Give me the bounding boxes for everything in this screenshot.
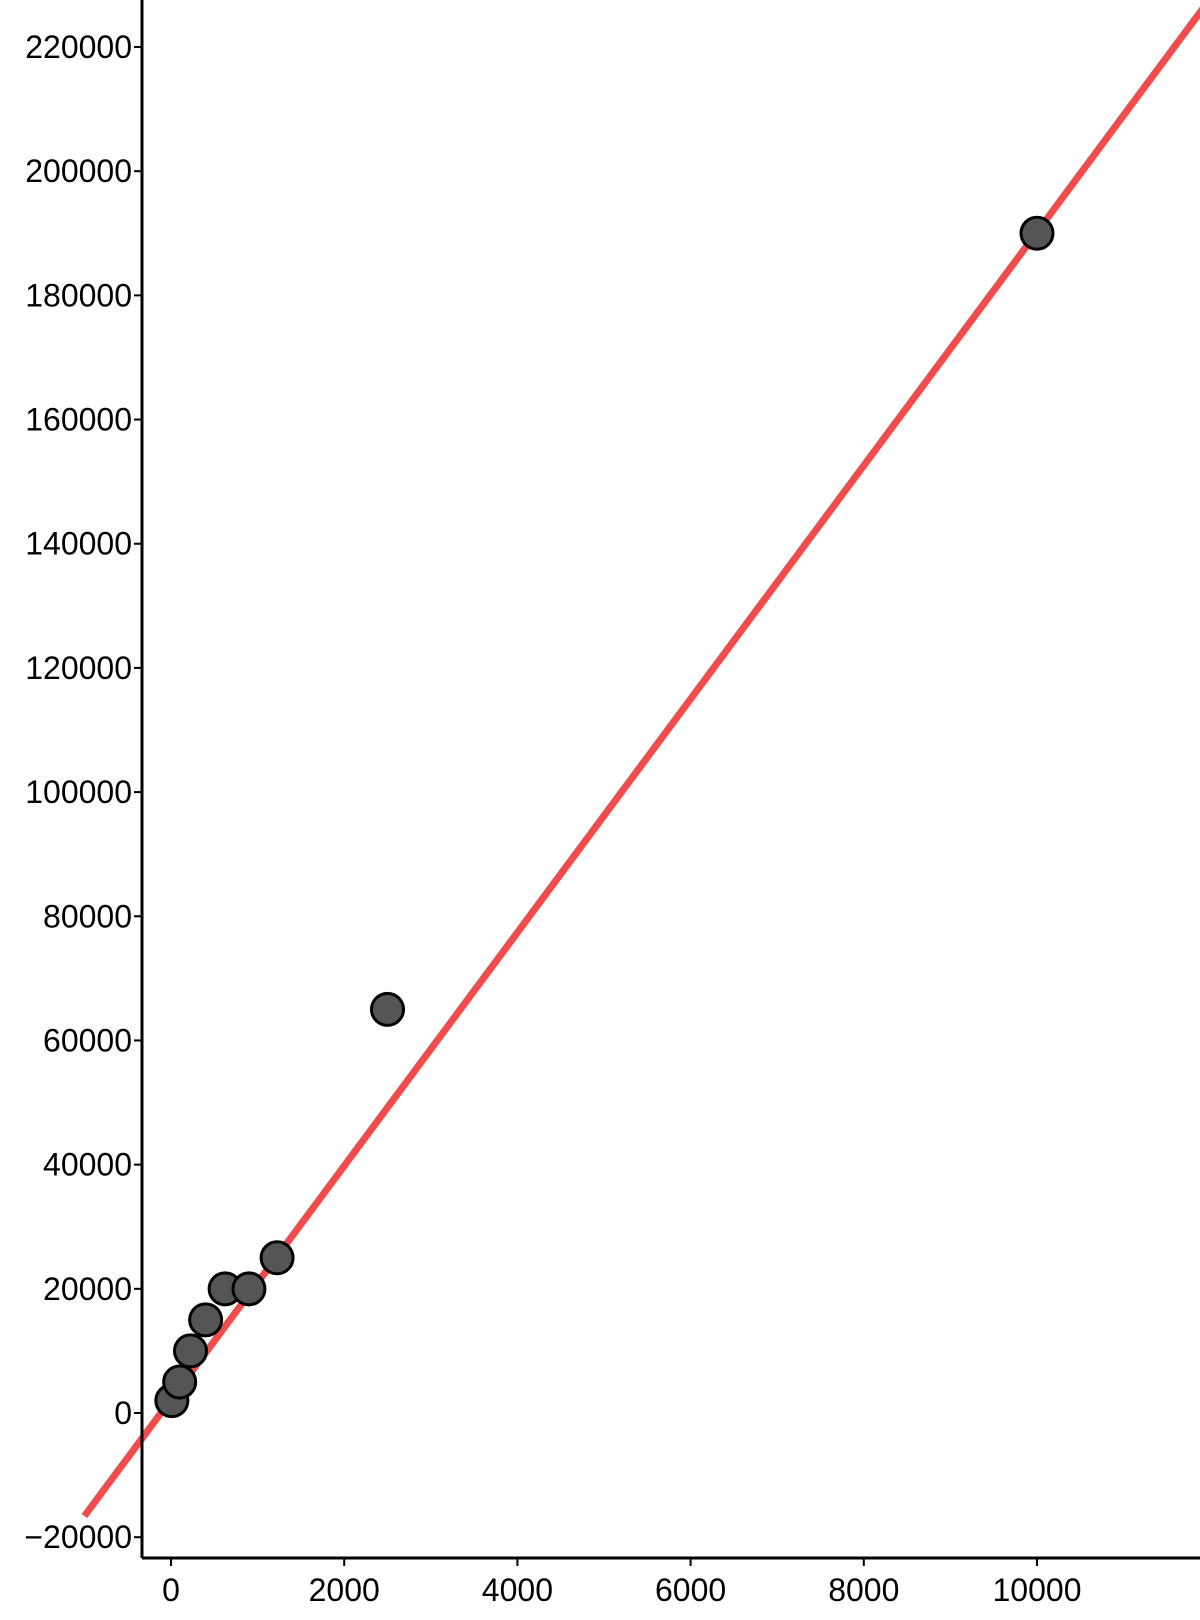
y-tick-label: 220000	[25, 29, 132, 65]
y-tick-label: 0	[114, 1395, 132, 1431]
x-tick-label: 2000	[309, 1572, 380, 1608]
y-tick-label: 180000	[25, 277, 132, 313]
y-tick-label: 160000	[25, 402, 132, 438]
y-tick-label: 200000	[25, 153, 132, 189]
x-tick-label: 8000	[828, 1572, 899, 1608]
axes: −200000200004000060000800001000001200001…	[24, 0, 1200, 1608]
y-tick-label: 120000	[25, 650, 132, 686]
data-point	[188, 1302, 224, 1338]
y-tick-label: 80000	[43, 898, 132, 934]
y-tick-label: 40000	[43, 1147, 132, 1183]
x-tick-label: 6000	[655, 1572, 726, 1608]
data-point	[172, 1333, 208, 1369]
data-point	[1019, 215, 1055, 251]
x-tick-label: 4000	[482, 1572, 553, 1608]
y-tick-label: 20000	[43, 1271, 132, 1307]
y-tick-label: 100000	[25, 774, 132, 810]
y-tick-label: 60000	[43, 1022, 132, 1058]
y-tick-label: 140000	[25, 526, 132, 562]
data-points	[154, 215, 1055, 1419]
x-tick-label: 10000	[993, 1572, 1082, 1608]
x-tick-label: 0	[162, 1572, 180, 1608]
y-tick-label: −20000	[24, 1519, 132, 1555]
data-point	[259, 1240, 295, 1276]
data-point	[162, 1364, 198, 1400]
data-point	[231, 1271, 267, 1307]
data-point	[370, 991, 405, 1027]
